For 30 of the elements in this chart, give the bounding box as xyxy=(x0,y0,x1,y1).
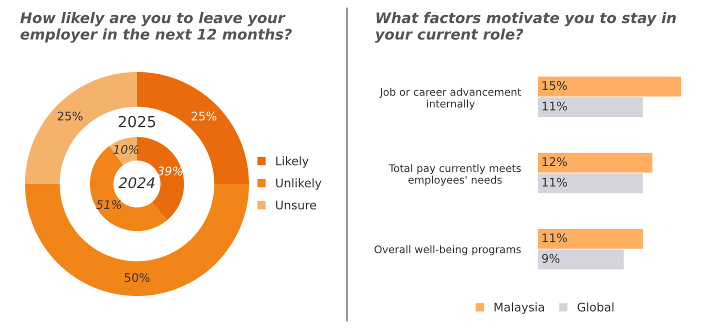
data-label: 51% xyxy=(96,200,122,210)
slice-label: 2025 xyxy=(118,116,156,128)
data-label: 11% xyxy=(542,233,567,242)
data-label: 15% xyxy=(542,81,567,90)
chart-title: What factors motivate you to stay in your current role? xyxy=(375,12,676,43)
data-label: 12% xyxy=(542,157,567,166)
legend-label: Global xyxy=(578,302,614,312)
y-tick-label: Job or career advancement internally xyxy=(379,88,522,110)
bar xyxy=(538,76,681,96)
data-label: 11% xyxy=(542,102,567,111)
data-label: 10% xyxy=(114,144,138,154)
legend-label: Malaysia xyxy=(494,302,544,314)
bar xyxy=(538,228,643,249)
y-tick-label: Total pay currently meets employees' needs xyxy=(388,164,521,186)
bar xyxy=(538,97,643,118)
data-label: 39% xyxy=(157,166,182,176)
slice-label: 2024 xyxy=(118,177,155,188)
legend-label: Likely xyxy=(276,156,309,168)
data-label: 11% xyxy=(542,178,567,187)
data-label: 25% xyxy=(58,112,83,121)
legend-label: Unlikely xyxy=(276,178,322,190)
bar xyxy=(538,250,624,270)
y-tick-label: Overall well-being programs xyxy=(374,245,521,256)
bar xyxy=(538,173,643,194)
data-label: 9% xyxy=(542,254,560,263)
legend-label: Unsure xyxy=(276,200,316,210)
bar xyxy=(538,152,652,173)
data-label: 50% xyxy=(124,273,150,282)
chart-title: How likely are you to leave your employer in the next 12 months? xyxy=(20,12,292,43)
data-label: 25% xyxy=(192,112,216,121)
